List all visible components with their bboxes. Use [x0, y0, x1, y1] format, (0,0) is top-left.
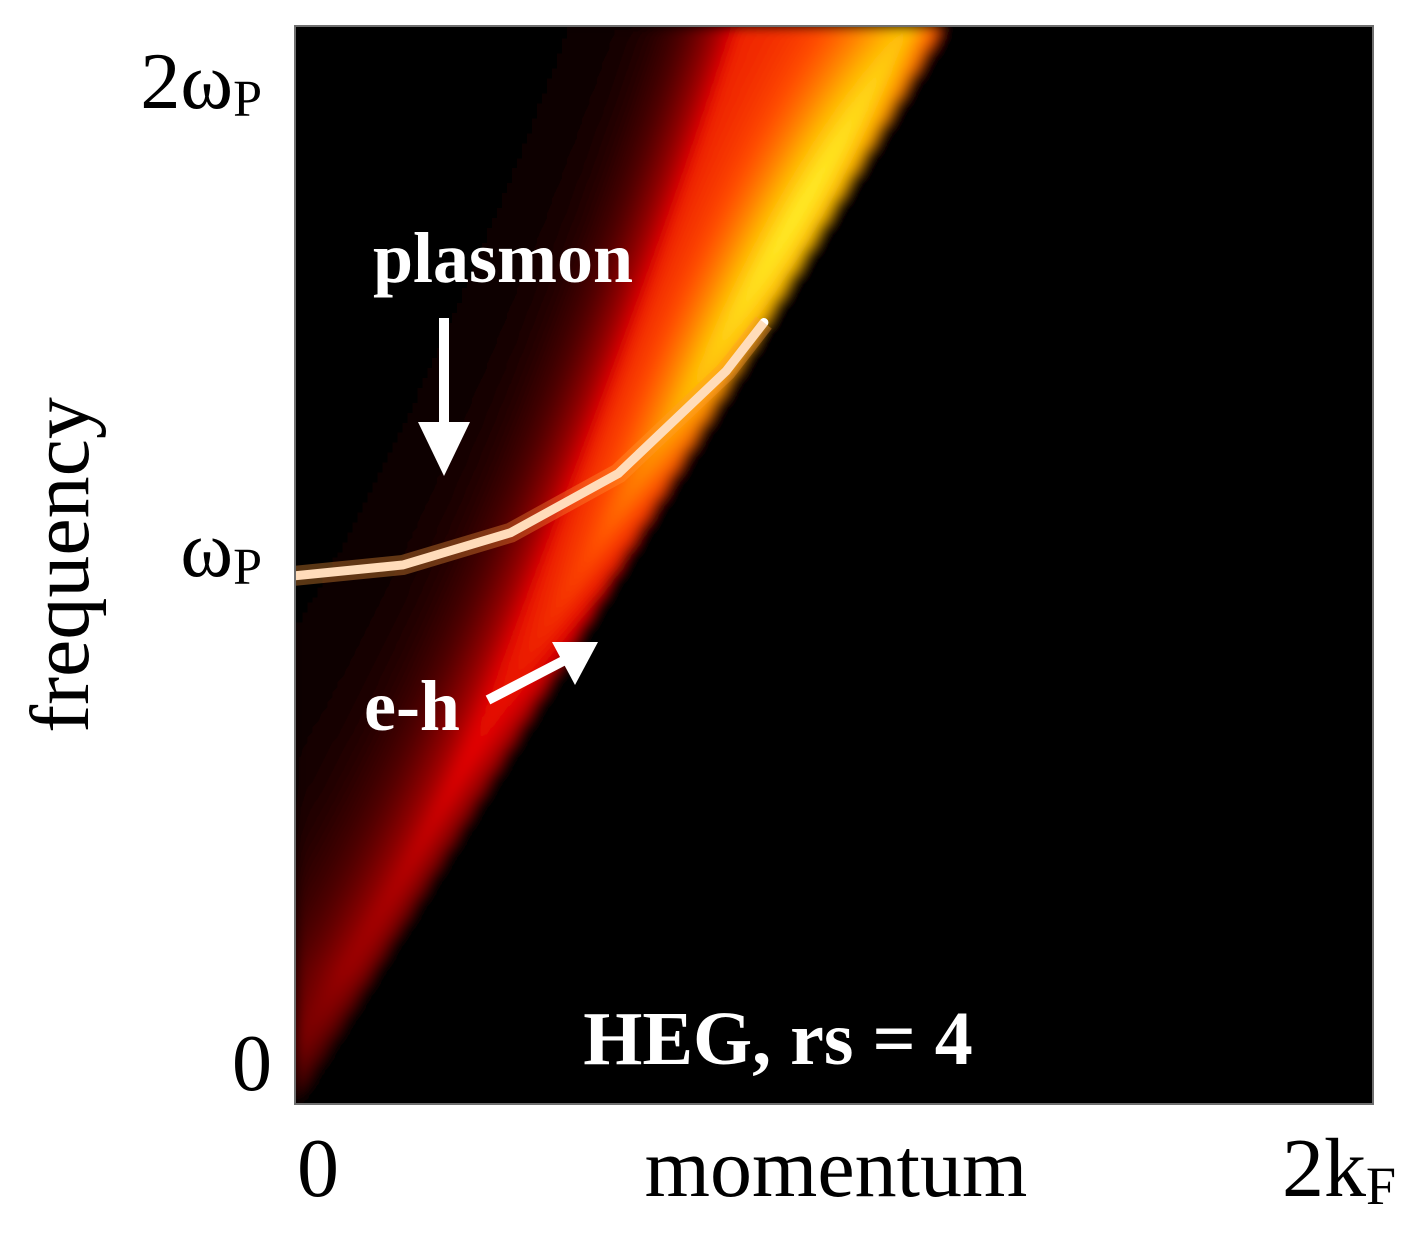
plot-frame [294, 25, 1374, 1105]
y-tick-label-0: 0 [232, 1020, 272, 1108]
plasmon-dispersion-line [295, 318, 769, 581]
y-tick-label-wp: ωP [180, 506, 262, 596]
x-tick-label-0: 0 [297, 1122, 339, 1215]
annotation-system: HEG, rs = 4 [583, 997, 973, 1081]
y-tick-label-2wp: 2ωP [140, 38, 262, 128]
annotation-plasmon: plasmon [373, 218, 633, 298]
x-axis-label: momentum [645, 1122, 1028, 1215]
eh-arrow [485, 642, 598, 705]
plasmon-arrow [418, 318, 470, 476]
plot-area [294, 25, 1374, 1105]
annotation-eh: e-h [364, 666, 460, 746]
plasmon-dispersion-glow [295, 316, 772, 586]
heatmap-image [295, 26, 1373, 1104]
x-tick-label-2kf: 2kF [1282, 1122, 1396, 1216]
y-axis-label: frequency [14, 397, 107, 733]
